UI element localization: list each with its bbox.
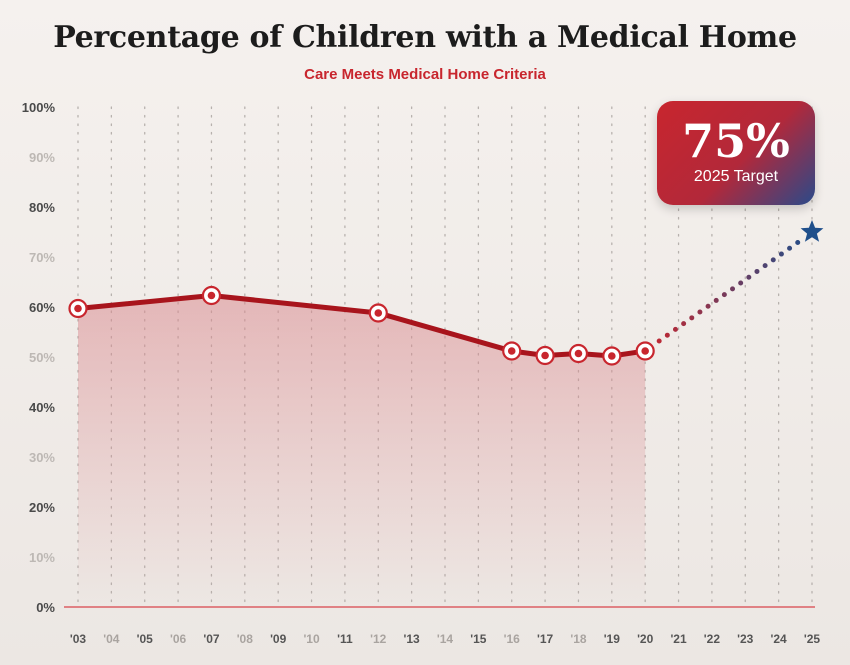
x-tick-label: '24	[771, 632, 788, 646]
y-tick-label: 70%	[29, 250, 55, 265]
y-tick-label: 40%	[29, 400, 55, 415]
chart-subtitle: Care Meets Medical Home Criteria	[304, 66, 546, 83]
target-value: 75%	[682, 114, 790, 168]
x-tick-label: '13	[404, 632, 421, 646]
data-point	[368, 303, 388, 323]
x-tick-label: '07	[203, 632, 220, 646]
data-point	[568, 343, 589, 364]
x-tick-label: '23	[737, 632, 754, 646]
data-points	[68, 285, 655, 366]
data-point	[502, 341, 522, 361]
y-tick-label: 30%	[29, 450, 55, 465]
x-tick-label: '19	[604, 632, 621, 646]
x-tick-label: '06	[170, 632, 187, 646]
y-tick-label: 100%	[22, 100, 56, 115]
data-point	[68, 298, 88, 319]
x-tick-label: '22	[704, 632, 721, 646]
x-axis: '03 '04 '05 '06 '07 '08 '09 '10 '11 '12 '13 '14 '15 '…	[70, 632, 821, 646]
chart-title: Percentage of Children with a Medical Ho…	[53, 20, 797, 55]
x-tick-label: '10	[303, 632, 320, 646]
x-tick-label: '12	[370, 632, 387, 646]
projection-line	[656, 235, 807, 344]
data-point	[535, 345, 555, 366]
y-tick-label: 90%	[29, 150, 55, 165]
x-tick-label: '14	[437, 632, 454, 646]
target-label: 2025 Target	[693, 168, 779, 185]
y-axis: 0% 10% 20% 30% 40% 50% 60% 70% 80% 90% 100%	[22, 100, 56, 615]
data-point	[602, 346, 622, 366]
target-badge: 75% 2025 Target	[657, 101, 815, 205]
data-point	[201, 285, 222, 306]
y-tick-label: 20%	[29, 500, 55, 515]
y-tick-label: 10%	[29, 550, 55, 565]
y-tick-label: 80%	[29, 200, 55, 215]
x-tick-label: '16	[504, 632, 521, 646]
x-tick-label: '08	[237, 632, 254, 646]
area-fill	[78, 295, 646, 607]
x-tick-label: '15	[470, 632, 487, 646]
x-tick-label: '09	[270, 632, 287, 646]
x-tick-label: '25	[804, 632, 821, 646]
data-point	[635, 341, 655, 361]
x-tick-label: '21	[670, 632, 687, 646]
x-tick-label: '20	[637, 632, 654, 646]
x-tick-label: '04	[103, 632, 120, 646]
x-tick-label: '18	[570, 632, 587, 646]
x-tick-label: '03	[70, 632, 87, 646]
y-tick-label: 60%	[29, 300, 55, 315]
star-icon	[800, 220, 824, 242]
x-tick-label: '11	[337, 632, 353, 646]
y-tick-label: 50%	[29, 350, 55, 365]
y-tick-label: 0%	[36, 600, 55, 615]
x-tick-label: '17	[537, 632, 554, 646]
x-tick-label: '05	[137, 632, 154, 646]
